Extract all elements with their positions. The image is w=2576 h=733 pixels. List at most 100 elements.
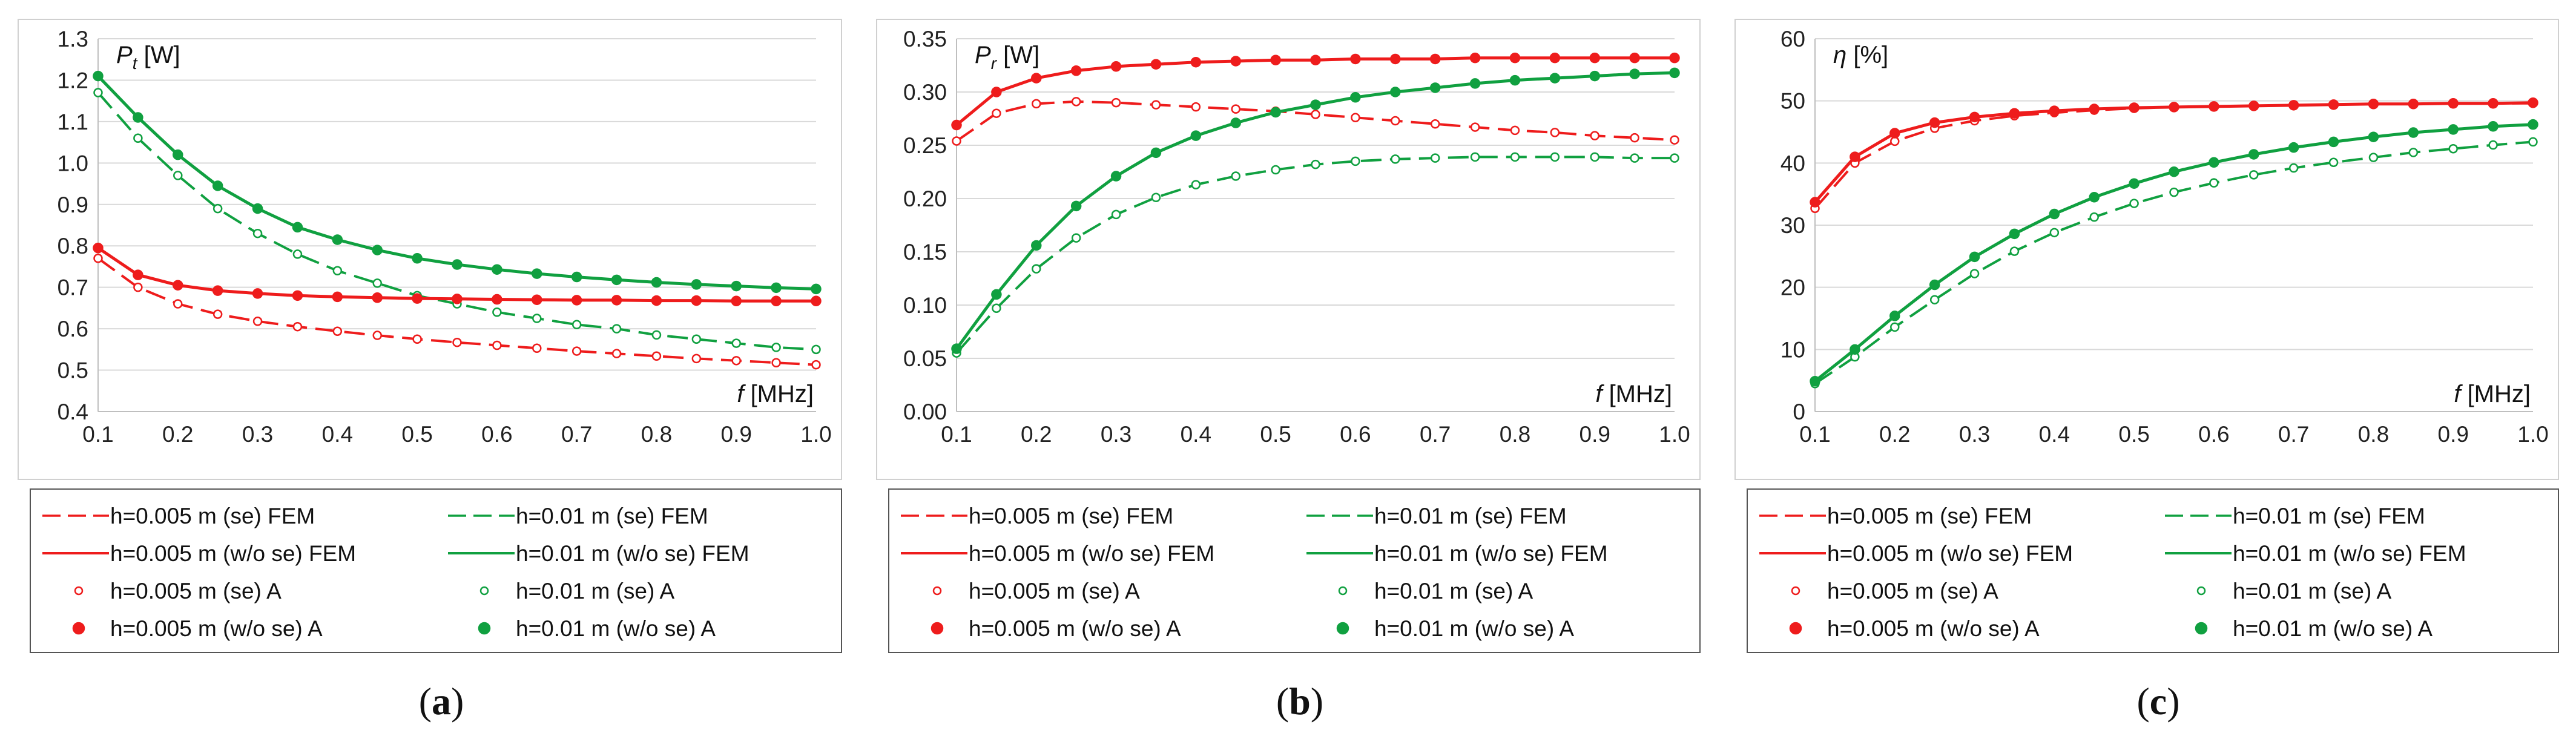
data-point-s3-1	[1850, 344, 1860, 355]
data-point-s0-15	[691, 353, 702, 364]
data-point-s0-18	[811, 360, 821, 370]
data-point-s2-0	[1810, 197, 1820, 208]
y-tick-label: 0.25	[903, 133, 947, 158]
data-point-s0-7	[1231, 104, 1240, 114]
y-tick-label: 0.20	[903, 186, 947, 211]
data-point-s0-3	[212, 309, 223, 319]
y-tick-label: 0.00	[903, 399, 947, 424]
x-tick-label: 0.5	[401, 422, 432, 447]
legend-marker	[931, 622, 944, 635]
legend-box	[30, 488, 842, 653]
x-tick-label: 0.3	[242, 422, 273, 447]
data-point-s0-14	[1510, 125, 1520, 136]
legend-box	[1747, 488, 2559, 653]
data-point-s1-4	[252, 228, 263, 238]
x-axis-label: f [MHz]	[1595, 381, 1672, 407]
chart-panel-b: 0.00 0.05 0.10 0.15 0.20 0.25 0.30 0.35 0.1 0.2 0.…	[858, 0, 1717, 733]
data-point-s2-14	[651, 295, 662, 306]
data-point-s2-16	[2448, 98, 2459, 109]
data-point-s2-0	[93, 242, 104, 254]
x-tick-label: 0.9	[2438, 422, 2469, 447]
data-point-s3-12	[2288, 142, 2299, 153]
x-tick-label: 1.0	[1659, 422, 1690, 447]
legend-label: h=0.005 m (se) A	[1827, 579, 1998, 603]
legend-marker	[932, 586, 942, 596]
data-point-s3-9	[1310, 99, 1321, 110]
data-point-s2-10	[1350, 53, 1361, 65]
data-point-s3-17	[771, 282, 782, 294]
y-tick-label: 20	[1780, 275, 1805, 300]
y-axis-label: Pr [W]	[975, 42, 1039, 73]
x-tick-label: 0.5	[1260, 422, 1291, 447]
legend-label: h=0.005 m (w/o se) FEM	[110, 541, 356, 566]
data-point-s1-5	[1151, 192, 1161, 202]
data-point-s1-15	[691, 334, 702, 344]
data-point-s3-17	[2488, 121, 2499, 132]
data-point-s1-8	[2129, 199, 2139, 208]
data-point-s1-7	[1231, 171, 1240, 181]
x-axis-label: f [MHz]	[2454, 381, 2531, 407]
data-point-s2-4	[1110, 61, 1122, 72]
y-tick-label: 0.5	[58, 358, 88, 383]
data-point-s0-9	[452, 337, 462, 347]
data-point-s3-0	[1810, 375, 1820, 387]
data-point-s1-8	[1271, 165, 1280, 175]
x-tick-label: 0.4	[1181, 422, 1211, 447]
data-point-s3-8	[1270, 107, 1281, 118]
data-point-s2-8	[2129, 102, 2140, 113]
series-line-1	[955, 156, 1675, 354]
data-point-s2-17	[2488, 98, 2499, 109]
data-point-s1-13	[2328, 157, 2339, 168]
data-point-s3-15	[691, 279, 702, 290]
data-point-s1-10	[1351, 156, 1360, 166]
data-point-s1-10	[492, 307, 502, 317]
series-line-2	[97, 246, 816, 303]
data-point-s0-14	[651, 351, 662, 361]
y-tick-label: 10	[1780, 337, 1805, 362]
data-point-s1-1	[992, 303, 1001, 314]
data-point-s1-1	[133, 133, 143, 143]
data-point-s0-11	[532, 343, 542, 353]
chart-frame	[876, 19, 1701, 480]
series-line-1	[1814, 140, 2534, 385]
data-point-s1-7	[372, 278, 382, 288]
subfigure-label: (c)	[2136, 680, 2179, 723]
data-point-s1-12	[572, 320, 582, 330]
data-point-s2-5	[292, 290, 303, 301]
data-point-s1-16	[2448, 143, 2458, 154]
y-tick-label: 30	[1780, 213, 1805, 238]
x-tick-label: 0.2	[1021, 422, 1052, 447]
data-point-s3-5	[292, 222, 303, 233]
data-point-s2-10	[2209, 101, 2219, 112]
data-point-s2-10	[492, 294, 502, 305]
data-point-s0-5	[292, 321, 303, 332]
x-axis-label: f [MHz]	[737, 381, 814, 407]
data-point-s0-4	[1111, 97, 1121, 108]
data-point-s3-17	[1629, 68, 1640, 79]
y-tick-label: 40	[1780, 151, 1805, 176]
data-point-s0-1	[992, 108, 1001, 118]
data-point-s2-15	[1549, 52, 1561, 64]
data-point-s0-0	[952, 136, 961, 146]
data-point-s3-0	[93, 70, 104, 82]
data-point-s1-15	[2408, 148, 2419, 157]
data-point-s3-8	[412, 253, 423, 264]
data-point-s2-3	[1929, 117, 1940, 128]
x-tick-label: 0.4	[2039, 422, 2070, 447]
y-tick-label: 0.30	[903, 80, 947, 105]
y-axis-label: Pt [W]	[116, 42, 180, 73]
data-point-s2-6	[332, 291, 343, 303]
data-point-s3-1	[133, 112, 143, 123]
legend-label: h=0.01 m (se) A	[2233, 579, 2392, 603]
y-tick-label: 0	[1793, 399, 1805, 424]
data-point-s0-12	[1430, 119, 1440, 129]
legend-label: h=0.01 m (w/o se) FEM	[1374, 541, 1608, 566]
data-point-s3-11	[1390, 87, 1401, 97]
legend-label: h=0.005 m (w/o se) A	[969, 616, 1181, 641]
data-point-s0-6	[1191, 102, 1201, 112]
data-point-s0-15	[1550, 128, 1560, 137]
legend-box	[888, 488, 1701, 653]
data-point-s3-2	[173, 149, 183, 160]
data-point-s3-13	[1469, 78, 1481, 89]
data-point-s2-5	[2009, 108, 2020, 119]
